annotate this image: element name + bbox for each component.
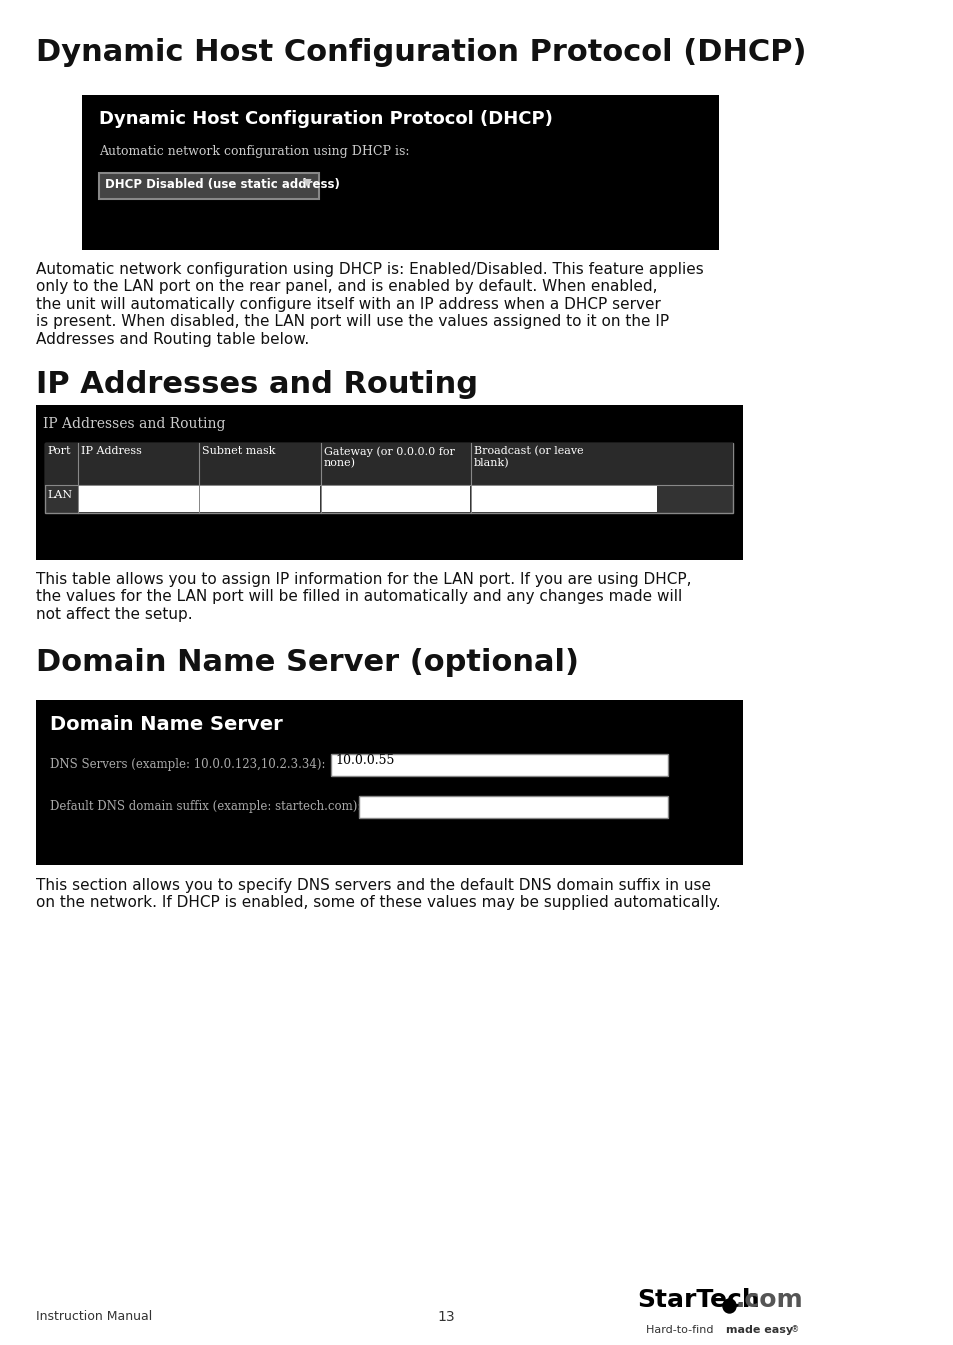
Text: 10.0.0.55: 10.0.0.55 bbox=[335, 755, 395, 767]
Text: IP Address: IP Address bbox=[80, 447, 141, 456]
FancyBboxPatch shape bbox=[82, 95, 719, 250]
FancyBboxPatch shape bbox=[35, 405, 741, 560]
Text: Automatic network configuration using DHCP is: Enabled/Disabled. This feature ap: Automatic network configuration using DH… bbox=[35, 262, 702, 347]
Text: DNS Servers (example: 10.0.0.123,10.2.3.34):: DNS Servers (example: 10.0.0.123,10.2.3.… bbox=[50, 759, 325, 771]
Text: DHCP Disabled (use static address): DHCP Disabled (use static address) bbox=[105, 178, 339, 191]
FancyBboxPatch shape bbox=[45, 443, 733, 486]
Text: made easy: made easy bbox=[725, 1325, 792, 1336]
FancyBboxPatch shape bbox=[358, 796, 667, 818]
Text: Default DNS domain suffix (example: startech.com):: Default DNS domain suffix (example: star… bbox=[50, 800, 360, 812]
Text: IP Addresses and Routing: IP Addresses and Routing bbox=[43, 417, 225, 430]
Circle shape bbox=[722, 1299, 736, 1313]
Text: StarTech: StarTech bbox=[637, 1289, 759, 1311]
Text: Subnet mask: Subnet mask bbox=[202, 447, 275, 456]
Text: ▼: ▼ bbox=[302, 178, 311, 188]
Text: Hard-to-find: Hard-to-find bbox=[645, 1325, 717, 1336]
FancyBboxPatch shape bbox=[35, 699, 741, 865]
Text: Domain Name Server: Domain Name Server bbox=[50, 716, 282, 734]
FancyBboxPatch shape bbox=[322, 486, 470, 512]
Text: 255.255.255.0: 255.255.255.0 bbox=[202, 490, 284, 500]
Text: Automatic network configuration using DHCP is:: Automatic network configuration using DH… bbox=[99, 145, 410, 157]
FancyBboxPatch shape bbox=[200, 486, 320, 512]
Text: This table allows you to assign IP information for the LAN port. If you are usin: This table allows you to assign IP infor… bbox=[35, 572, 690, 621]
FancyBboxPatch shape bbox=[45, 443, 733, 512]
Text: ®: ® bbox=[790, 1325, 799, 1334]
Text: 0.0.0.0: 0.0.0.0 bbox=[324, 490, 363, 500]
Text: Domain Name Server (optional): Domain Name Server (optional) bbox=[35, 648, 578, 677]
Text: Gateway (or 0.0.0.0 for
none): Gateway (or 0.0.0.0 for none) bbox=[324, 447, 455, 468]
Text: This section allows you to specify DNS servers and the default DNS domain suffix: This section allows you to specify DNS s… bbox=[35, 878, 720, 911]
Text: .com: .com bbox=[735, 1289, 802, 1311]
Text: LAN: LAN bbox=[48, 490, 72, 500]
Text: Broadcast (or leave
blank): Broadcast (or leave blank) bbox=[474, 447, 583, 468]
FancyBboxPatch shape bbox=[472, 486, 657, 512]
FancyBboxPatch shape bbox=[99, 174, 319, 199]
Text: IP Addresses and Routing: IP Addresses and Routing bbox=[35, 370, 477, 399]
FancyBboxPatch shape bbox=[78, 486, 198, 512]
Text: Instruction Manual: Instruction Manual bbox=[35, 1310, 152, 1323]
FancyBboxPatch shape bbox=[331, 755, 667, 776]
Text: 192.168.2.12: 192.168.2.12 bbox=[80, 490, 155, 500]
Text: 192.168.2.255: 192.168.2.255 bbox=[474, 490, 555, 500]
Text: Dynamic Host Configuration Protocol (DHCP): Dynamic Host Configuration Protocol (DHC… bbox=[99, 110, 553, 128]
Text: 13: 13 bbox=[437, 1310, 455, 1323]
Text: Port: Port bbox=[48, 447, 71, 456]
Text: Dynamic Host Configuration Protocol (DHCP): Dynamic Host Configuration Protocol (DHC… bbox=[35, 38, 805, 67]
